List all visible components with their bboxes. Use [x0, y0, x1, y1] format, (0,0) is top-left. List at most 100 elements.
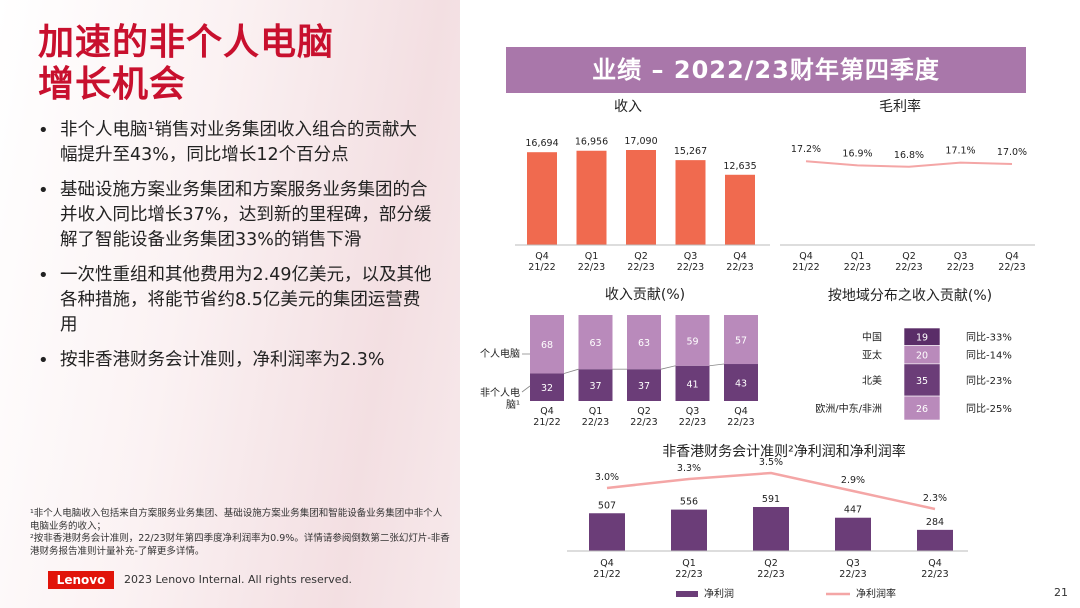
net-margin-data-label: 2.9% [841, 475, 865, 486]
geography-yoy-label: 同比-14% [966, 350, 1012, 362]
revenue-tick-label: 21/22 [528, 262, 555, 273]
revenue-data-label: 16,694 [525, 138, 558, 149]
revenue-chart-title: 收入 [614, 99, 642, 115]
non-pc-bar [627, 369, 661, 401]
contribution-tick-label: 22/23 [630, 417, 657, 428]
contribution-tick-label: Q1 [589, 406, 603, 417]
gross-margin-tick-label: 21/22 [792, 262, 819, 273]
contribution-connector [660, 365, 676, 370]
geography-region-label: 亚太 [862, 349, 882, 362]
net-margin-data-label: 3.0% [595, 472, 619, 483]
section-banner: 业绩 – 2022/23财年第四季度 [506, 47, 1026, 93]
non-pc-data-label: 32 [541, 383, 553, 394]
revenue-tick-label: Q4 [535, 251, 549, 262]
revenue-tick-label: 22/23 [627, 262, 654, 273]
non-pc-data-label: 41 [686, 379, 698, 390]
contribution-tick-label: 21/22 [533, 417, 560, 428]
gross-margin-tick-label: 22/23 [844, 262, 871, 273]
net-income-data-label: 447 [844, 505, 862, 516]
gross-margin-tick-label: 22/23 [895, 262, 922, 273]
net-income-tick-label: Q3 [846, 558, 860, 569]
contribution-tick-label: 22/23 [582, 417, 609, 428]
pc-data-label: 57 [735, 336, 747, 347]
contribution-tick-label: Q3 [686, 406, 700, 417]
footnote-1: ¹非个人电脑收入包括来自方案服务业务集团、基础设施方案业务集团和智能设备业务集团… [30, 508, 443, 532]
geography-region-label: 中国 [862, 331, 882, 344]
net-income-tick-label: 22/23 [675, 569, 702, 580]
title-line-1: 加速的非个人电脑 [38, 22, 335, 63]
revenue-tick-label: 22/23 [677, 262, 704, 273]
pc-bar [675, 315, 710, 366]
legend-net-income-label: 净利润 [704, 587, 734, 600]
geography-data-label: 19 [916, 333, 928, 344]
geography-segment [903, 395, 941, 421]
non-pc-bar [578, 369, 613, 401]
revenue-tick-label: 22/23 [578, 262, 605, 273]
pc-data-label: 63 [638, 338, 650, 349]
geography-yoy-label: 同比-23% [966, 375, 1012, 387]
footnotes: ¹非个人电脑收入包括来自方案服务业务集团、基础设施方案业务集团和智能设备业务集团… [30, 508, 450, 558]
revenue-bar [725, 174, 755, 245]
gross-margin-tick-label: Q1 [851, 251, 865, 262]
net-income-data-label: 507 [598, 500, 616, 511]
non-pc-data-label: 43 [735, 379, 747, 390]
revenue-bar [576, 150, 607, 245]
legend-non-pc-label: 非个人电 [480, 386, 520, 399]
revenue-bar [675, 160, 706, 245]
bullet-item: 基础设施方案业务集团和方案服务业务集团的合并收入同比增长37%，达到新的里程碑，… [34, 178, 434, 253]
revenue-bar [527, 152, 557, 245]
bullet-item: 一次性重组和其他费用为2.49亿美元，以及其他各种措施，将能节省约8.5亿美元的… [34, 263, 434, 338]
revenue-data-label: 12,635 [723, 161, 756, 172]
gross-margin-tick-label: 22/23 [947, 262, 974, 273]
revenue-tick-label: Q1 [585, 251, 599, 262]
bullet-item: 按非香港财务会计准则，净利润率为2.3% [34, 348, 434, 373]
geography-region-label: 北美 [862, 374, 882, 387]
net-income-bar [753, 507, 789, 551]
slide-title: 加速的非个人电脑 增长机会 [38, 22, 334, 106]
geography-yoy-label: 同比-33% [966, 332, 1012, 344]
net-income-tick-label: 22/23 [921, 569, 948, 580]
bullet-item: 非个人电脑¹销售对业务集团收入组合的贡献大幅提升至43%，同比增长12个百分点 [34, 118, 434, 168]
net-income-tick-label: Q1 [682, 558, 696, 569]
legend-net-margin-label: 净利润率 [856, 587, 896, 600]
gross-margin-tick-label: Q3 [954, 251, 968, 262]
legend-pc-label: 个人电脑 [480, 347, 520, 360]
revenue-bar [626, 150, 656, 245]
pc-data-label: 68 [541, 340, 553, 351]
contribution-connector [709, 363, 725, 367]
legend-non-pc-label: 脑¹ [506, 398, 520, 411]
revenue-tick-label: Q3 [684, 251, 698, 262]
net-income-tick-label: 22/23 [839, 569, 866, 580]
contribution-tick-label: Q4 [540, 406, 554, 417]
net-income-data-label: 591 [762, 494, 780, 505]
net-margin-data-label: 2.3% [923, 493, 947, 504]
net-income-bar [589, 513, 625, 551]
title-line-2: 增长机会 [38, 64, 187, 105]
non-pc-data-label: 37 [589, 381, 601, 392]
contribution-tick-label: 22/23 [727, 417, 754, 428]
pc-data-label: 63 [589, 338, 601, 349]
geography-chart-title: 按地域分布之收入贡献(%) [828, 288, 992, 304]
revenue-tick-label: Q4 [733, 251, 747, 262]
legend-net-income-swatch [676, 591, 698, 597]
non-pc-bar [530, 373, 564, 401]
gross-margin-tick-label: Q2 [902, 251, 916, 262]
pc-bar [627, 315, 661, 370]
bullet-list: 非个人电脑¹销售对业务集团收入组合的贡献大幅提升至43%，同比增长12个百分点 … [34, 118, 434, 383]
contribution-tick-label: Q4 [734, 406, 748, 417]
pc-bar [724, 315, 758, 365]
lenovo-logo: Lenovo [48, 571, 114, 589]
net-income-tick-label: 22/23 [757, 569, 784, 580]
net-income-tick-label: 21/22 [593, 569, 620, 580]
net-income-tick-label: Q2 [764, 558, 778, 569]
contribution-chart-title: 收入贡献(%) [605, 287, 685, 303]
net-income-bar [917, 529, 953, 551]
revenue-tick-label: Q2 [634, 251, 648, 262]
gross-margin-data-label: 17.0% [997, 147, 1027, 158]
right-panel: 业绩 – 2022/23财年第四季度 [460, 0, 1080, 608]
revenue-data-label: 15,267 [674, 146, 707, 157]
contribution-tick-label: 22/23 [679, 417, 706, 428]
gross-margin-data-label: 17.2% [791, 144, 821, 155]
net-income-tick-label: Q4 [600, 558, 614, 569]
